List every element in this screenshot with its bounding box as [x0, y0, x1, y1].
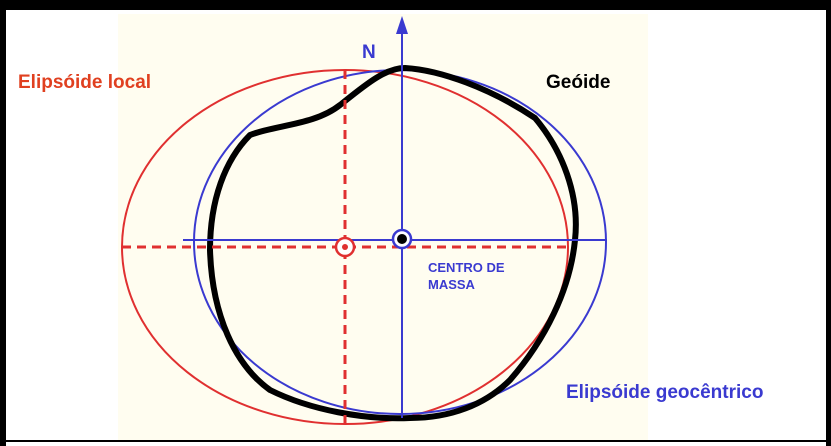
right-border: [826, 0, 831, 446]
local-ellipsoid-label: Elipsóide local: [18, 72, 151, 93]
local-center-dot: [342, 244, 348, 250]
geoid: [207, 65, 579, 422]
geoid-label: Geóide: [546, 72, 610, 93]
center-of-mass-label-line-2: MASSA: [428, 277, 476, 292]
left-border: [0, 0, 6, 446]
bottom-border: [0, 440, 831, 442]
center-of-mass-label-line-1: CENTRO DE: [428, 260, 505, 275]
north-label: N: [362, 42, 376, 63]
top-border: [0, 0, 831, 10]
north-arrow: [396, 16, 408, 34]
mass-center-dot: [397, 234, 407, 244]
figure-background: [118, 14, 648, 440]
geocentric-ellipsoid-label: Elipsóide geocêntrico: [566, 382, 763, 403]
